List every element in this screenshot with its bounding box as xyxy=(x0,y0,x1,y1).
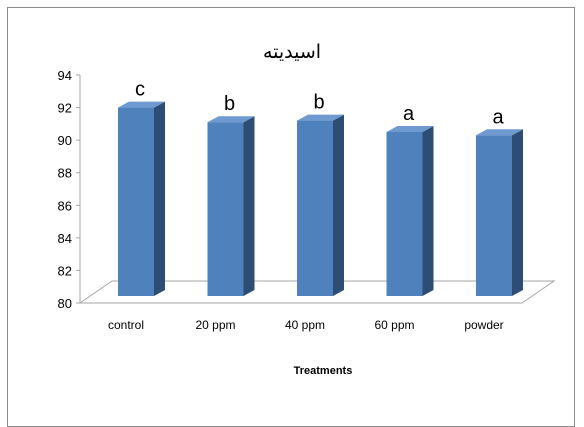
bar-side xyxy=(333,114,344,296)
bar-side xyxy=(154,101,165,296)
bar: c xyxy=(118,79,165,296)
x-axis: control 20 ppm 40 ppm 60 ppm powder xyxy=(108,318,504,332)
bar-front xyxy=(476,135,512,296)
bar-front xyxy=(297,120,333,296)
significance-letter: a xyxy=(492,106,504,128)
x-tick-label: 60 ppm xyxy=(374,318,414,332)
x-tick-label: powder xyxy=(464,318,503,332)
bar: b xyxy=(297,92,344,296)
y-tick-label: 88 xyxy=(58,166,72,181)
bar: a xyxy=(386,103,434,296)
bar-top xyxy=(297,114,344,121)
bar-top xyxy=(386,126,434,132)
bar-top xyxy=(207,116,255,123)
x-axis-label: Treatments xyxy=(294,365,353,377)
y-tick-label: 82 xyxy=(58,263,72,278)
y-tick-label: 92 xyxy=(58,101,72,116)
y-tick-label: 86 xyxy=(58,198,72,213)
chart-title: اسیدیته xyxy=(263,42,321,63)
x-tick-label: 40 ppm xyxy=(285,318,325,332)
bar-front xyxy=(207,122,244,296)
y-tick-label: 84 xyxy=(58,231,72,246)
bar-top xyxy=(118,101,165,108)
bar-side xyxy=(422,126,434,296)
y-tick-label: 94 xyxy=(58,68,72,83)
bar-side xyxy=(243,116,255,296)
bar: b xyxy=(207,93,255,296)
bar-front xyxy=(118,107,154,296)
x-tick-label: control xyxy=(108,318,144,332)
significance-letter: c xyxy=(135,79,145,101)
y-tick-label: 90 xyxy=(58,133,72,148)
y-axis: 80 82 84 86 88 90 92 94 xyxy=(58,68,81,311)
bar-top xyxy=(476,129,523,136)
significance-letter: a xyxy=(403,103,415,125)
x-tick-label: 20 ppm xyxy=(195,318,235,332)
bar-series: c b b a a xyxy=(118,79,523,296)
significance-letter: b xyxy=(313,92,324,114)
y-tick-label: 80 xyxy=(58,296,72,311)
bar-front xyxy=(386,132,423,296)
bar-side xyxy=(512,129,523,296)
bar: a xyxy=(476,106,523,296)
significance-letter: b xyxy=(224,93,235,115)
